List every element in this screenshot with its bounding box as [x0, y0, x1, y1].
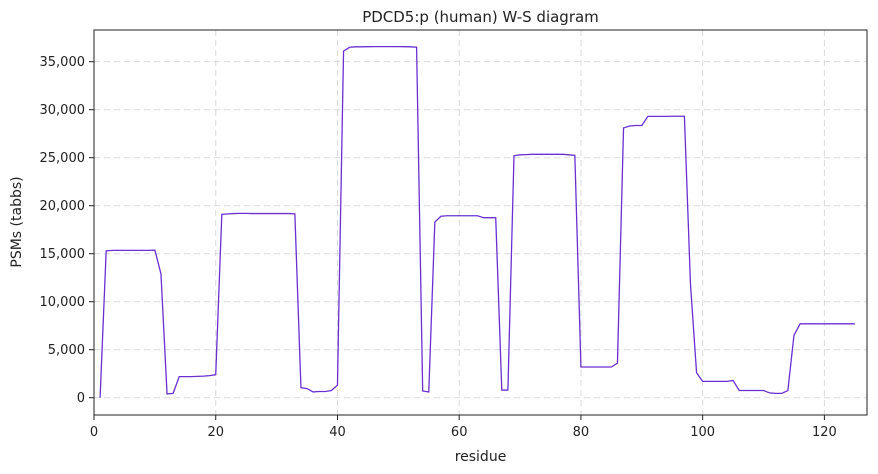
series-layer [99, 45, 855, 398]
x-tick-label: 0 [90, 425, 98, 440]
x-tick-label: 20 [207, 425, 224, 440]
y-tick-label: 30,000 [40, 103, 86, 118]
series-line [99, 45, 855, 398]
x-tick-label: 100 [690, 425, 715, 440]
x-tick-label: 40 [329, 425, 346, 440]
x-tick-label: 120 [812, 425, 837, 440]
grid-layer [93, 30, 867, 415]
y-tick-label: 20,000 [40, 199, 86, 214]
y-tick-label: 5,000 [48, 343, 85, 358]
y-tick-label: 0 [77, 391, 85, 406]
x-axis-label: residue [455, 449, 507, 465]
y-axis-label: PSMs (tabbs) [9, 176, 25, 267]
x-tick-label: 60 [451, 425, 468, 440]
y-tick-label: 15,000 [40, 247, 86, 262]
plot-frame [93, 29, 868, 416]
y-tick-label: 25,000 [40, 151, 86, 166]
y-tick-label: 35,000 [40, 55, 86, 70]
y-tick-label: 10,000 [40, 295, 86, 310]
tick-layer: 0 20 40 60 80 100 120 0 5,000 10,000 15,000 20,000 2… [40, 55, 837, 440]
x-tick-label: 80 [573, 425, 590, 440]
chart-title: PDCD5:p (human) W-S diagram [362, 8, 599, 26]
